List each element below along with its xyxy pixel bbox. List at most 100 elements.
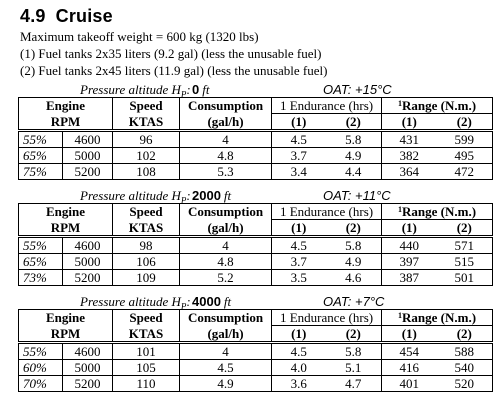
endurance-2-cell: 4.9 [325, 253, 383, 270]
rpm-cell: 5200 [62, 163, 114, 180]
section-number: 4.9 [20, 6, 46, 26]
endurance-header: 1 Endurance (hrs) [271, 203, 383, 220]
pressure-altitude-text: Pressure altitude H [80, 188, 181, 203]
pressure-altitude-colon: : [186, 82, 191, 97]
section-title: Cruise [55, 6, 113, 26]
endurance-col2-header: (2) [325, 113, 383, 132]
pressure-altitude-sub: P [180, 89, 187, 100]
endurance-col2-label: (2) [345, 326, 361, 341]
consumption-unit-label: (gal/h) [207, 113, 244, 129]
oat-value: OAT: +7°C [323, 294, 385, 309]
endurance-2-cell: 4.6 [325, 269, 383, 286]
range-1-cell: 382 [381, 147, 437, 164]
consumption-cell: 4.8 [179, 147, 273, 164]
ktas-cell: 105 [112, 359, 181, 376]
pressure-altitude-label: Pressure altitude HP: [80, 188, 191, 206]
pressure-altitude-label: Pressure altitude HP: [80, 294, 191, 312]
consumption-cell: 4.5 [179, 359, 273, 376]
range-footnote-mark: 1 [398, 205, 403, 214]
pressure-altitude-label: Pressure altitude HP: [80, 82, 191, 100]
altitude-caption: Pressure altitude HP: 4000 ft OAT: +7°C [18, 294, 494, 312]
consumption-cell: 4.9 [179, 375, 273, 392]
range-col1-header: (1) [381, 113, 437, 132]
endurance-1-cell: 3.5 [271, 269, 326, 286]
speed-header: Speed [112, 203, 181, 220]
altitude-caption: Pressure altitude HP: 2000 ft OAT: +11°C [18, 188, 494, 206]
range-1-cell: 397 [381, 253, 437, 270]
range-2-cell: 515 [436, 253, 494, 270]
endurance-col1-header: (1) [271, 113, 326, 132]
range-label: Range (N.m.) [402, 204, 477, 219]
endurance-2-cell: 4.7 [325, 375, 383, 392]
ktas-label: KTAS [128, 113, 164, 129]
endurance-col2-header: (2) [325, 325, 383, 344]
ktas-label: KTAS [128, 219, 164, 235]
rpm-header: RPM [17, 219, 114, 238]
pressure-altitude-text: Pressure altitude H [80, 294, 181, 309]
consumption-cell: 4 [179, 342, 273, 360]
range-col2-label: (2) [456, 220, 472, 235]
speed-header: Speed [112, 97, 181, 114]
range-footnote-mark: 1 [398, 99, 403, 108]
rpm-cell: 4600 [62, 130, 114, 148]
range-label: Range (N.m.) [402, 98, 477, 113]
rpm-cell: 5200 [62, 375, 114, 392]
altitude-value-group: 2000 ft [192, 188, 231, 204]
range-header: 1Range (N.m.) [381, 309, 494, 326]
endurance-1-cell: 4.5 [271, 342, 326, 360]
range-1-cell: 364 [381, 163, 437, 180]
range-col1-label: (1) [401, 326, 417, 341]
endurance-header: 1 Endurance (hrs) [271, 309, 383, 326]
range-1-cell: 440 [381, 236, 437, 254]
consumption-unit-header: (gal/h) [179, 219, 273, 238]
endurance-header: 1 Endurance (hrs) [271, 97, 383, 114]
consumption-cell: 5.2 [179, 269, 273, 286]
endurance-1-cell: 3.7 [271, 147, 326, 164]
pressure-altitude-text: Pressure altitude H [80, 82, 181, 97]
endurance-2-cell: 5.8 [325, 236, 383, 254]
range-1-cell: 454 [381, 342, 437, 360]
table-row: 55% 4600 98 4 4.5 5.8 440 571 [18, 236, 494, 254]
speed-label: Speed [129, 98, 163, 113]
rpm-cell: 5000 [62, 147, 114, 164]
ktas-header: KTAS [112, 325, 181, 344]
range-col1-label: (1) [401, 220, 417, 235]
consumption-label: Consumption [187, 310, 264, 325]
rpm-cell: 5000 [62, 253, 114, 270]
power-percent-cell: 55% [18, 342, 63, 360]
endurance-col1-label: (1) [291, 114, 307, 129]
ktas-cell: 106 [112, 253, 181, 270]
cruise-page: 4.9 Cruise Maximum takeoff weight = 600 k… [17, 6, 494, 400]
endurance-col1-label: (1) [291, 326, 307, 341]
table-row: 70% 5200 110 4.9 3.6 4.7 401 520 [18, 375, 494, 392]
range-footnote-mark: 1 [398, 311, 403, 320]
consumption-cell: 4 [179, 130, 273, 148]
consumption-unit-header: (gal/h) [179, 113, 273, 132]
speed-label: Speed [129, 204, 163, 219]
endurance-2-cell: 5.1 [325, 359, 383, 376]
consumption-header: Consumption [179, 97, 273, 114]
range-1-cell: 401 [381, 375, 437, 392]
endurance-col2-header: (2) [325, 219, 383, 238]
altitude-value: 0 [192, 82, 200, 97]
range-2-cell: 472 [436, 163, 494, 180]
fuel-tank-note-1: (1) Fuel tanks 2x35 liters (9.2 gal) (le… [20, 46, 322, 61]
ktas-cell: 101 [112, 342, 181, 360]
endurance-1-cell: 4.5 [271, 130, 326, 148]
altitude-block: Pressure altitude HP: 4000 ft OAT: +7°C E… [17, 294, 494, 400]
power-percent-cell: 55% [18, 236, 63, 254]
altitude-value: 2000 [192, 188, 221, 203]
endurance-col1-header: (1) [271, 325, 326, 344]
table-row: 60% 5000 105 4.5 4.0 5.1 416 540 [18, 359, 494, 376]
range-2-cell: 599 [436, 130, 494, 148]
pressure-altitude-colon: : [186, 294, 191, 309]
pressure-altitude-colon: : [186, 188, 191, 203]
ktas-cell: 96 [112, 130, 181, 148]
ktas-cell: 98 [112, 236, 181, 254]
consumption-header: Consumption [179, 203, 273, 220]
rpm-cell: 4600 [62, 236, 114, 254]
rpm-header: RPM [17, 113, 114, 132]
consumption-unit-header: (gal/h) [179, 325, 273, 344]
range-1-cell: 387 [381, 269, 437, 286]
engine-header: Engine [17, 97, 114, 114]
